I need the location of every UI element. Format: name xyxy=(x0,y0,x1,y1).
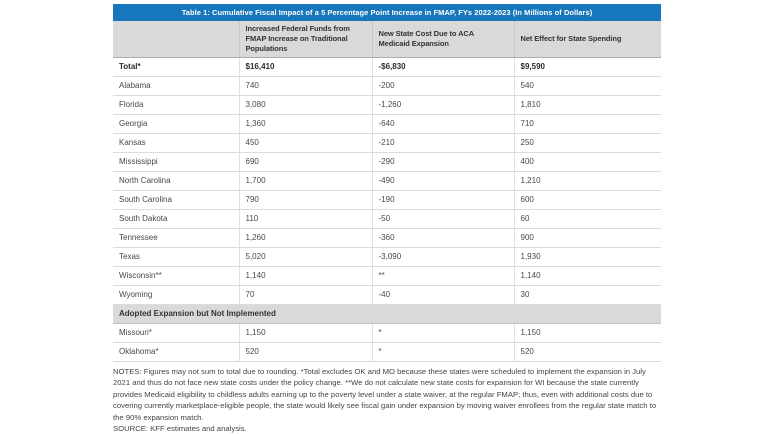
value-cell: 900 xyxy=(514,228,661,248)
table-row-mississippi: Mississippi 690 -290 400 xyxy=(113,152,661,172)
column-header-state xyxy=(113,21,240,58)
value-cell: 400 xyxy=(514,152,661,172)
state-name-cell: Tennessee xyxy=(113,228,240,248)
header-row: Increased Federal Funds from FMAP Increa… xyxy=(113,21,661,58)
column-header-new-state-cost: New State Cost Due to ACA Medicaid Expan… xyxy=(372,21,515,58)
table-row-kansas: Kansas 450 -210 250 xyxy=(113,133,661,153)
fiscal-impact-table: Table 1: Cumulative Fiscal Impact of a 5… xyxy=(113,4,661,434)
value-cell: 690 xyxy=(239,152,373,172)
value-cell: 30 xyxy=(514,285,661,305)
value-cell: 540 xyxy=(514,76,661,96)
value-cell: 110 xyxy=(239,209,373,229)
table-row-north-carolina: North Carolina 1,700 -490 1,210 xyxy=(113,171,661,191)
table-row-south-carolina: South Carolina 790 -190 600 xyxy=(113,190,661,210)
state-name-cell: Georgia xyxy=(113,114,240,134)
section-header-label: Adopted Expansion but Not Implemented xyxy=(113,304,661,324)
state-name-cell: Mississippi xyxy=(113,152,240,172)
value-cell: 600 xyxy=(514,190,661,210)
table-row-south-dakota: South Dakota 110 -50 60 xyxy=(113,209,661,229)
value-cell: 1,210 xyxy=(514,171,661,191)
table-row-alabama: Alabama 740 -200 540 xyxy=(113,76,661,96)
value-cell: 1,700 xyxy=(239,171,373,191)
state-name-cell: South Dakota xyxy=(113,209,240,229)
value-cell: -1,260 xyxy=(372,95,515,115)
value-cell: 250 xyxy=(514,133,661,153)
data-table: Increased Federal Funds from FMAP Increa… xyxy=(113,21,661,362)
value-cell: * xyxy=(372,342,515,362)
table-row-florida: Florida 3,080 -1,260 1,810 xyxy=(113,95,661,115)
state-name-cell: Texas xyxy=(113,247,240,267)
state-name-cell: Wisconsin** xyxy=(113,266,240,286)
value-cell: -190 xyxy=(372,190,515,210)
value-cell: 740 xyxy=(239,76,373,96)
value-cell: 1,150 xyxy=(514,323,661,343)
value-cell: 5,020 xyxy=(239,247,373,267)
table-row-total: Total* $16,410 -$6,830 $9,590 xyxy=(113,57,661,77)
value-cell: 1,360 xyxy=(239,114,373,134)
state-name-cell: Wyoming xyxy=(113,285,240,305)
value-cell: 1,150 xyxy=(239,323,373,343)
table-row-tennessee: Tennessee 1,260 -360 900 xyxy=(113,228,661,248)
value-cell: 790 xyxy=(239,190,373,210)
value-cell: 1,140 xyxy=(239,266,373,286)
value-cell: 520 xyxy=(514,342,661,362)
value-cell: -50 xyxy=(372,209,515,229)
value-cell: $9,590 xyxy=(514,57,661,77)
state-name-cell: Kansas xyxy=(113,133,240,153)
table-row-missouri: Missouri* 1,150 * 1,150 xyxy=(113,323,661,343)
value-cell: -200 xyxy=(372,76,515,96)
value-cell: 1,260 xyxy=(239,228,373,248)
state-name-cell: Florida xyxy=(113,95,240,115)
value-cell: ** xyxy=(372,266,515,286)
table-row-wyoming: Wyoming 70 -40 30 xyxy=(113,285,661,305)
column-header-federal-funds: Increased Federal Funds from FMAP Increa… xyxy=(239,21,373,58)
value-cell: -640 xyxy=(372,114,515,134)
value-cell: -$6,830 xyxy=(372,57,515,77)
table-row-oklahoma: Oklahoma* 520 * 520 xyxy=(113,342,661,362)
value-cell: -290 xyxy=(372,152,515,172)
value-cell: -3,090 xyxy=(372,247,515,267)
state-name-cell: Total* xyxy=(113,57,240,77)
value-cell: 450 xyxy=(239,133,373,153)
state-name-cell: South Carolina xyxy=(113,190,240,210)
value-cell: 1,810 xyxy=(514,95,661,115)
state-name-cell: Missouri* xyxy=(113,323,240,343)
state-name-cell: North Carolina xyxy=(113,171,240,191)
table-title: Table 1: Cumulative Fiscal Impact of a 5… xyxy=(113,4,661,21)
table-source: SOURCE: KFF estimates and analysis. xyxy=(113,424,247,434)
value-cell: 3,080 xyxy=(239,95,373,115)
value-cell: 710 xyxy=(514,114,661,134)
column-header-net-effect: Net Effect for State Spending xyxy=(514,21,661,58)
table-row-wisconsin: Wisconsin** 1,140 ** 1,140 xyxy=(113,266,661,286)
value-cell: 60 xyxy=(514,209,661,229)
value-cell: 520 xyxy=(239,342,373,362)
state-name-cell: Oklahoma* xyxy=(113,342,240,362)
value-cell: -490 xyxy=(372,171,515,191)
value-cell: -210 xyxy=(372,133,515,153)
value-cell: -40 xyxy=(372,285,515,305)
value-cell: $16,410 xyxy=(239,57,373,77)
value-cell: 1,140 xyxy=(514,266,661,286)
section-header-row: Adopted Expansion but Not Implemented xyxy=(113,304,661,324)
state-name-cell: Alabama xyxy=(113,76,240,96)
table-row-georgia: Georgia 1,360 -640 710 xyxy=(113,114,661,134)
value-cell: 1,930 xyxy=(514,247,661,267)
value-cell: 70 xyxy=(239,285,373,305)
value-cell: -360 xyxy=(372,228,515,248)
table-notes: NOTES: Figures may not sum to total due … xyxy=(113,367,657,422)
value-cell: * xyxy=(372,323,515,343)
table-row-texas: Texas 5,020 -3,090 1,930 xyxy=(113,247,661,267)
